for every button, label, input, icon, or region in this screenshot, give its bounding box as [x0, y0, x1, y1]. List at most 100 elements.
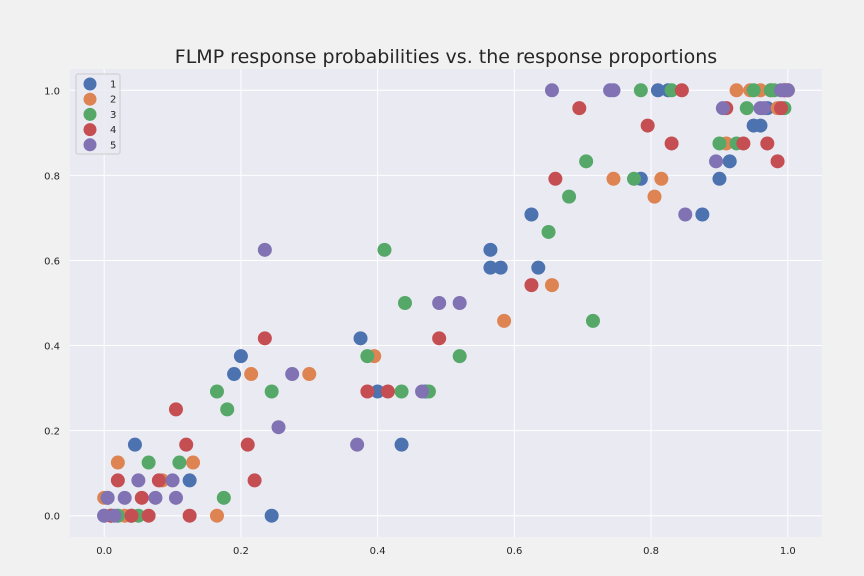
point-s5-13: [432, 296, 447, 310]
point-s1-22: [712, 171, 727, 186]
x-tick-label-3: 0.6: [506, 546, 522, 557]
point-s5-5: [148, 490, 163, 505]
point-s2-10: [497, 313, 512, 328]
point-s1-9: [353, 331, 368, 346]
point-s1-19: [650, 83, 665, 98]
point-s4-23: [760, 136, 775, 151]
legend-marker-3: [83, 107, 97, 121]
point-s5-2: [107, 508, 122, 523]
point-s3-24: [739, 101, 754, 116]
point-s1-16: [524, 207, 539, 222]
point-s3-4: [172, 455, 187, 470]
point-s1-14: [483, 242, 498, 257]
point-s3-25: [746, 83, 761, 98]
point-s1-21: [695, 207, 710, 222]
point-s4-12: [360, 384, 375, 399]
point-s5-8: [257, 242, 272, 257]
legend-marker-4: [83, 123, 97, 137]
legend-label-3: 3: [110, 110, 116, 121]
point-s4-1: [110, 473, 125, 488]
point-s5-14: [452, 296, 467, 310]
point-s1-7: [233, 349, 248, 364]
point-s4-9: [240, 437, 255, 452]
legend-label-4: 4: [110, 125, 116, 136]
point-s4-22: [736, 136, 751, 151]
point-s3-14: [452, 349, 467, 364]
y-tick-label-5: 1.0: [44, 86, 60, 97]
point-s1-10: [370, 384, 385, 399]
legend-label-5: 5: [110, 140, 116, 151]
point-s3-6: [216, 490, 231, 505]
point-s5-11: [350, 437, 365, 452]
point-s1-25: [753, 118, 768, 133]
legend-label-1: 1: [110, 80, 116, 91]
point-s3-22: [712, 136, 727, 151]
x-tick-label-2: 0.4: [370, 546, 386, 557]
y-tick-label-1: 0.2: [44, 427, 60, 438]
point-s4-15: [524, 278, 539, 293]
point-s2-7: [244, 367, 259, 382]
point-s4-25: [773, 101, 788, 116]
x-tick-label-1: 0.2: [233, 546, 249, 557]
point-s3-21: [664, 83, 679, 98]
point-s5-4: [131, 473, 146, 488]
point-s4-8: [182, 508, 197, 523]
point-s4-24: [770, 154, 785, 169]
point-s2-12: [606, 171, 621, 186]
grid-lines: [70, 69, 822, 537]
point-s4-10: [247, 473, 262, 488]
point-s4-11: [257, 331, 272, 346]
y-tick-label-0: 0.0: [44, 512, 60, 523]
point-s5-17: [606, 83, 621, 98]
point-s5-9: [271, 420, 286, 435]
data-points: [97, 83, 795, 523]
point-s4-4: [141, 508, 156, 523]
point-s4-19: [664, 136, 679, 151]
legend: 1 2 3 4 5: [75, 73, 121, 155]
point-s1-15: [493, 260, 508, 275]
point-s4-18: [640, 118, 655, 133]
x-tick-label-0: 0.0: [96, 546, 112, 557]
point-s5-20: [715, 101, 730, 116]
point-s3-19: [627, 171, 641, 186]
point-s4-2: [124, 508, 139, 523]
point-s2-13: [647, 189, 662, 204]
point-s5-3: [117, 490, 132, 505]
point-s1-8: [264, 508, 279, 523]
point-s4-3: [134, 490, 149, 505]
x-tick-label-4: 0.8: [643, 546, 659, 557]
point-s2-8: [302, 367, 317, 382]
point-s5-22: [756, 101, 771, 116]
point-s3-12: [397, 296, 412, 310]
point-s2-11: [544, 278, 559, 293]
legend-marker-1: [83, 77, 97, 91]
point-s3-3: [141, 455, 156, 470]
point-s2-6: [209, 508, 224, 523]
point-s4-7: [179, 437, 194, 452]
point-s1-17: [531, 260, 546, 275]
point-s4-17: [572, 101, 587, 116]
point-s1-6: [227, 367, 242, 382]
point-s3-8: [264, 384, 279, 399]
y-tick-label-3: 0.6: [44, 256, 60, 267]
point-s5-10: [285, 367, 300, 382]
point-s1-4: [127, 437, 142, 452]
point-s5-24: [780, 83, 795, 98]
legend-label-2: 2: [110, 95, 116, 106]
point-s5-19: [709, 154, 724, 169]
point-s4-20: [674, 83, 689, 98]
point-s1-23: [722, 154, 737, 169]
point-s3-11: [394, 384, 409, 399]
point-s5-6: [165, 473, 180, 488]
point-s1-11: [394, 437, 409, 452]
series-5-points: [97, 83, 795, 523]
point-s2-2: [110, 455, 125, 470]
point-s3-20: [633, 83, 648, 98]
point-s4-16: [548, 171, 563, 186]
point-s3-7: [220, 402, 235, 417]
point-s3-5: [209, 384, 224, 399]
legend-marker-2: [83, 92, 97, 106]
point-s3-16: [562, 189, 577, 204]
chart-title: FLMP response probabilities vs. the resp…: [175, 46, 717, 68]
